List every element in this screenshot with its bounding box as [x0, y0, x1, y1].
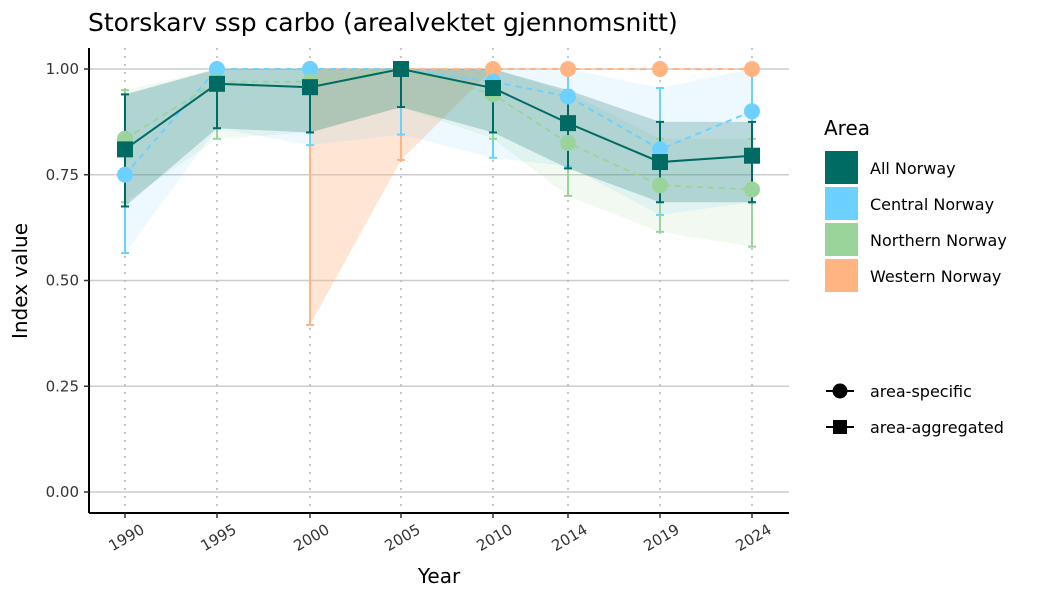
- x-tick-label-2014: 2014: [548, 520, 590, 555]
- x-tick-label-2010: 2010: [473, 520, 515, 555]
- point-central-norway-2014: [560, 88, 576, 105]
- point-central-norway-1990: [117, 166, 133, 183]
- y-axis-title: Index value: [8, 223, 32, 339]
- legend-key-marker-area-aggregated: [833, 420, 847, 434]
- line-all-norway: [124, 67, 753, 164]
- x-tick-label-1995: 1995: [197, 520, 239, 555]
- x-tick-label-2000: 2000: [290, 520, 332, 555]
- ribbon-western-norway: [310, 69, 752, 325]
- x-tick-label-1990: 1990: [105, 520, 147, 555]
- y-tick-label-4: 1.00: [46, 60, 79, 78]
- legend-label-western-norway: Western Norway: [870, 267, 1001, 286]
- point-all-norway-2010: [485, 80, 501, 97]
- legend-label-area-specific: area-specific: [870, 382, 972, 401]
- grid: [89, 48, 789, 513]
- series-lines: [124, 67, 753, 191]
- y-tick-label-1: 0.25: [46, 377, 79, 395]
- legend-swatch-all-norway: [825, 151, 858, 184]
- y-tick-label-0: 0.00: [46, 483, 79, 501]
- point-western-norway-2024: [744, 61, 760, 77]
- point-western-norway-2019: [652, 61, 668, 77]
- x-tick-label-2005: 2005: [381, 520, 423, 555]
- x-axis-title: Year: [417, 564, 461, 588]
- series-points: [117, 61, 760, 198]
- chart-title: Storskarv ssp carbo (arealvektet gjennom…: [88, 8, 678, 37]
- legend-label-northern-norway: Northern Norway: [870, 231, 1007, 250]
- legend-title: Area: [824, 116, 870, 140]
- point-central-norway-2024: [744, 103, 760, 120]
- ribbon-northern-norway: [125, 69, 752, 247]
- legend-swatch-central-norway: [825, 187, 858, 220]
- point-northern-norway-2014: [560, 135, 576, 152]
- legend-label-area-aggregated: area-aggregated: [870, 418, 1004, 437]
- legend-label-all-norway: All Norway: [870, 159, 956, 178]
- x-tick-label-2024: 2024: [732, 520, 774, 555]
- point-all-norway-2000: [302, 79, 318, 96]
- point-all-norway-2005: [393, 61, 409, 77]
- x-tick-label-2019: 2019: [640, 520, 682, 555]
- y-tick-label-2: 0.50: [46, 272, 79, 290]
- point-western-norway-2010: [485, 61, 501, 77]
- point-all-norway-2019: [652, 154, 668, 171]
- point-all-norway-1995: [209, 75, 225, 92]
- legend-swatch-northern-norway: [825, 223, 858, 256]
- point-central-norway-1995: [209, 61, 225, 77]
- point-all-norway-2024: [744, 147, 760, 164]
- point-all-norway-2014: [560, 115, 576, 132]
- point-central-norway-2000: [302, 61, 318, 77]
- y-tick-label-3: 0.75: [46, 166, 79, 184]
- point-northern-norway-2024: [744, 181, 760, 198]
- point-western-norway-2014: [560, 61, 576, 77]
- line-central-norway: [124, 68, 753, 176]
- legend: Area All Norway Central Norway Northern No…: [824, 116, 1007, 437]
- legend-key-marker-area-specific: [832, 383, 848, 399]
- legend-swatch-western-norway: [825, 259, 858, 292]
- legend-label-central-norway: Central Norway: [870, 195, 994, 214]
- point-central-norway-2019: [652, 141, 668, 158]
- point-all-norway-1990: [117, 141, 133, 158]
- confidence-ribbons: [125, 69, 752, 325]
- ribbon-all-norway: [125, 69, 752, 207]
- ribbon-central-norway: [125, 69, 752, 254]
- point-northern-norway-2019: [652, 177, 668, 194]
- line-northern-norway: [124, 67, 753, 191]
